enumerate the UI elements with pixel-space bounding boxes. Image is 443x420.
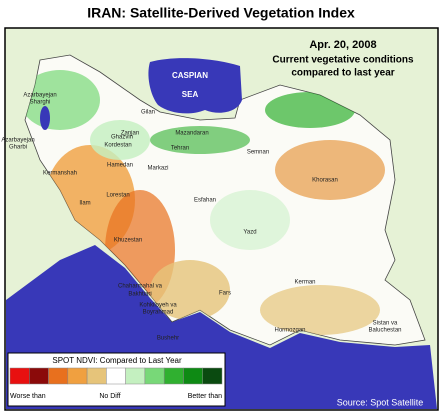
region-label: Gilan bbox=[141, 110, 155, 116]
region-label: Khorasan bbox=[312, 178, 338, 184]
region-label: Yazd bbox=[243, 230, 256, 236]
region-label: Khuzestan bbox=[114, 238, 142, 244]
source: Source: Spot Satellite bbox=[337, 397, 424, 407]
region-label: Zanjan bbox=[121, 131, 139, 137]
title: IRAN: Satellite-Derived Vegetation Index bbox=[87, 5, 355, 21]
legend-label: No Diff bbox=[99, 393, 120, 400]
region-label: Bakhtiari bbox=[128, 292, 151, 298]
legend-swatches bbox=[9, 367, 223, 385]
subtitle: compared to last year bbox=[291, 68, 394, 79]
region-label: Lorestan bbox=[106, 193, 129, 199]
region-label: Kermanshah bbox=[43, 171, 77, 177]
legend-label: Better than bbox=[188, 393, 222, 400]
region-label: Azarbayejan bbox=[1, 138, 34, 144]
region-label: Gharbi bbox=[9, 145, 27, 151]
region-label: Fars bbox=[219, 291, 231, 297]
map-labels: AzarbayejanSharghiAzarbayejanGharbiGilan… bbox=[1, 93, 401, 342]
legend-title: SPOT NDVI: Compared to Last Year bbox=[52, 356, 182, 365]
region-label: Sistan va bbox=[373, 321, 398, 327]
legend-swatch bbox=[144, 367, 165, 385]
region-label: Semnan bbox=[247, 150, 269, 156]
subtitle: Current vegetative conditions bbox=[272, 55, 414, 66]
region-label: Esfahan bbox=[194, 198, 216, 204]
legend-label: Worse than bbox=[10, 393, 46, 400]
legend-swatch bbox=[67, 367, 88, 385]
legend-swatch bbox=[86, 367, 107, 385]
sea-label: SEA bbox=[182, 90, 199, 99]
region-label: Kerman bbox=[294, 280, 315, 286]
legend-swatch bbox=[125, 367, 146, 385]
region-label: Bushehr bbox=[157, 336, 179, 342]
legend-swatch bbox=[9, 367, 30, 385]
legend-swatch bbox=[202, 367, 223, 385]
region-label: Hormozgan bbox=[274, 328, 305, 334]
legend-swatch bbox=[29, 367, 49, 385]
region-label: Kohkiloyeh va bbox=[139, 303, 177, 309]
region-label: Sharghi bbox=[30, 100, 51, 106]
region-label: Ilam bbox=[79, 201, 90, 207]
region-label: Hamedan bbox=[107, 163, 133, 169]
legend-swatch bbox=[183, 367, 203, 385]
legend-swatch bbox=[106, 367, 126, 385]
region-label: Markazi bbox=[147, 166, 168, 172]
lake-urmia bbox=[40, 106, 50, 130]
sea-label: CASPIAN bbox=[172, 71, 208, 80]
ndvi-patches bbox=[25, 70, 385, 335]
region-label: Ghazvin bbox=[111, 135, 133, 141]
legend-swatch bbox=[48, 367, 69, 385]
region-label: Baluchestan bbox=[368, 328, 401, 334]
caspian-sea bbox=[148, 58, 242, 114]
region-label: Chaharmahal va bbox=[118, 284, 163, 290]
date: Apr. 20, 2008 bbox=[309, 39, 376, 51]
region-label: Tehran bbox=[171, 146, 189, 152]
region-label: Kordestan bbox=[104, 143, 131, 149]
region-label: Azarbayejan bbox=[23, 93, 56, 99]
region-label: Boyrahmad bbox=[143, 310, 174, 316]
region-label: Mazandaran bbox=[175, 131, 208, 137]
legend-swatch bbox=[163, 367, 184, 385]
